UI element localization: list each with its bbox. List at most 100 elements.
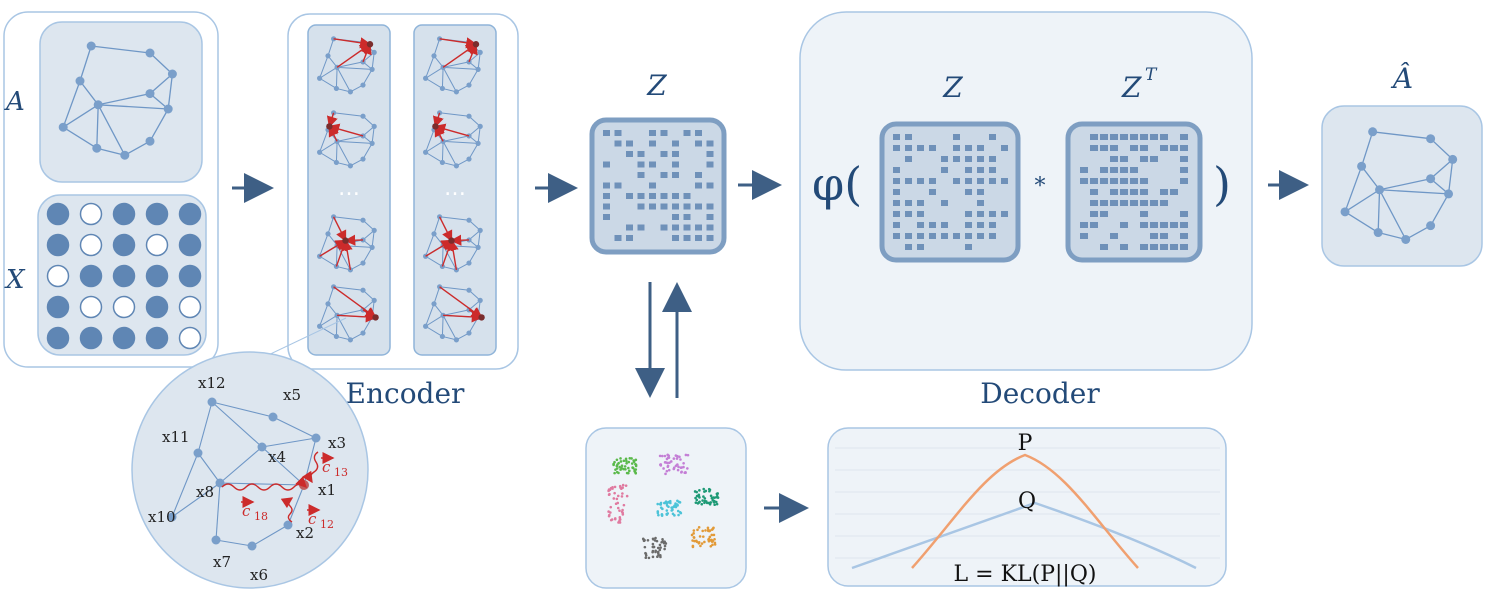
cluster-point [672,505,676,509]
svg-text:c: c [308,510,317,528]
cluster-point [676,509,680,513]
ahat-graph-edge [1430,158,1454,180]
dzt-cell [1130,134,1138,140]
cluster-point [702,487,706,491]
cluster-point [613,471,616,475]
cluster-point [680,470,683,474]
enc-graph-node [466,237,472,243]
enc-graph-edge [335,315,338,337]
z-cell [672,224,679,231]
adjacency-graph-box [39,21,203,183]
z-cell [683,214,691,220]
enc-graph-node [331,214,337,220]
cluster-point [612,497,616,500]
ahat-graph-node [1426,134,1436,144]
feature-filled [112,233,136,257]
dz-cell [989,211,996,217]
cluster-point [707,539,711,543]
zoom-edge [197,452,221,484]
zoom-node [211,535,221,545]
feature-filled [46,295,70,319]
dz-cell [977,211,984,217]
a-graph-node [167,69,177,79]
enc-graph-node [371,49,377,56]
enc-graph-edge [371,126,375,144]
dzt-cell [1110,189,1118,195]
enc-graph-node [333,159,339,166]
cluster-point [693,490,697,493]
cluster-point [658,543,662,547]
ahat-graph-edge [1379,178,1431,191]
target-node [478,314,485,321]
enc-graph-edge [477,52,481,70]
cluster-point [690,533,694,537]
ahat-graph-edge [1344,211,1379,234]
dzt-cell [1130,167,1138,173]
cluster-point [615,497,619,501]
attention-arrow [447,239,459,270]
z-cell [637,151,645,157]
enc-graph-node [360,156,366,162]
dz-cell [941,167,948,173]
enc-graph-node [325,53,331,59]
dz-cell [929,145,936,151]
enc-graph-edge [477,230,481,248]
dzt-cell [1110,200,1118,206]
enc-graph-edge [319,140,338,153]
enc-graph-node [453,163,459,169]
encoder-thumb [423,214,483,273]
cluster-point [694,496,697,500]
cluster-point [653,539,657,542]
target-node [342,237,349,244]
dzt-cell [1180,178,1188,184]
enc-graph-node [475,140,481,146]
ahat-graph-node [1401,234,1411,244]
z-cell [649,130,656,136]
a-graph-edge [149,73,173,95]
cluster-point [676,468,680,472]
cluster-point [624,484,628,487]
feature-filled [145,264,169,288]
enc-graph-node [347,163,353,169]
zoom-edge [211,401,274,418]
z-cell [603,182,610,189]
dz-cell [977,145,984,151]
encoder-thumb [423,284,485,343]
cluster-point [704,500,708,503]
enc-graph-node [333,85,339,92]
cluster-point [654,536,657,540]
enc-graph-node [360,82,366,88]
cluster-point [658,548,662,552]
enc-graph-node [466,82,472,88]
cluster-point [658,502,662,506]
enc-graph-node [439,85,445,92]
enc-graph-edge [336,61,364,68]
latent-cells [603,130,714,241]
dzt-cell [1140,189,1148,195]
zoom-edge [215,482,221,541]
latent-z: Z [589,69,727,255]
cluster-point [703,540,706,544]
cluster-point [660,454,664,458]
target-node [448,237,455,244]
z-cell [614,182,622,189]
cluster-point [644,556,648,560]
cluster-point [680,466,683,469]
enc-graph-edge [425,151,443,163]
target-node [366,41,374,48]
enc-graph-edge [362,69,373,86]
ahat-graph-edge [1361,165,1381,191]
z-cell [649,140,656,147]
enc-graph-edge [362,247,373,264]
dz-cell [905,244,912,250]
z-cell [683,224,691,231]
a-graph-edge [79,45,92,82]
cluster-point [672,457,676,460]
cluster-point [620,510,624,514]
cluster-point [609,511,612,514]
dzt-cell [1150,222,1158,228]
cluster-point [703,490,706,493]
cluster-point [634,472,638,475]
c18-wave [221,476,307,491]
z-cell [672,193,679,199]
